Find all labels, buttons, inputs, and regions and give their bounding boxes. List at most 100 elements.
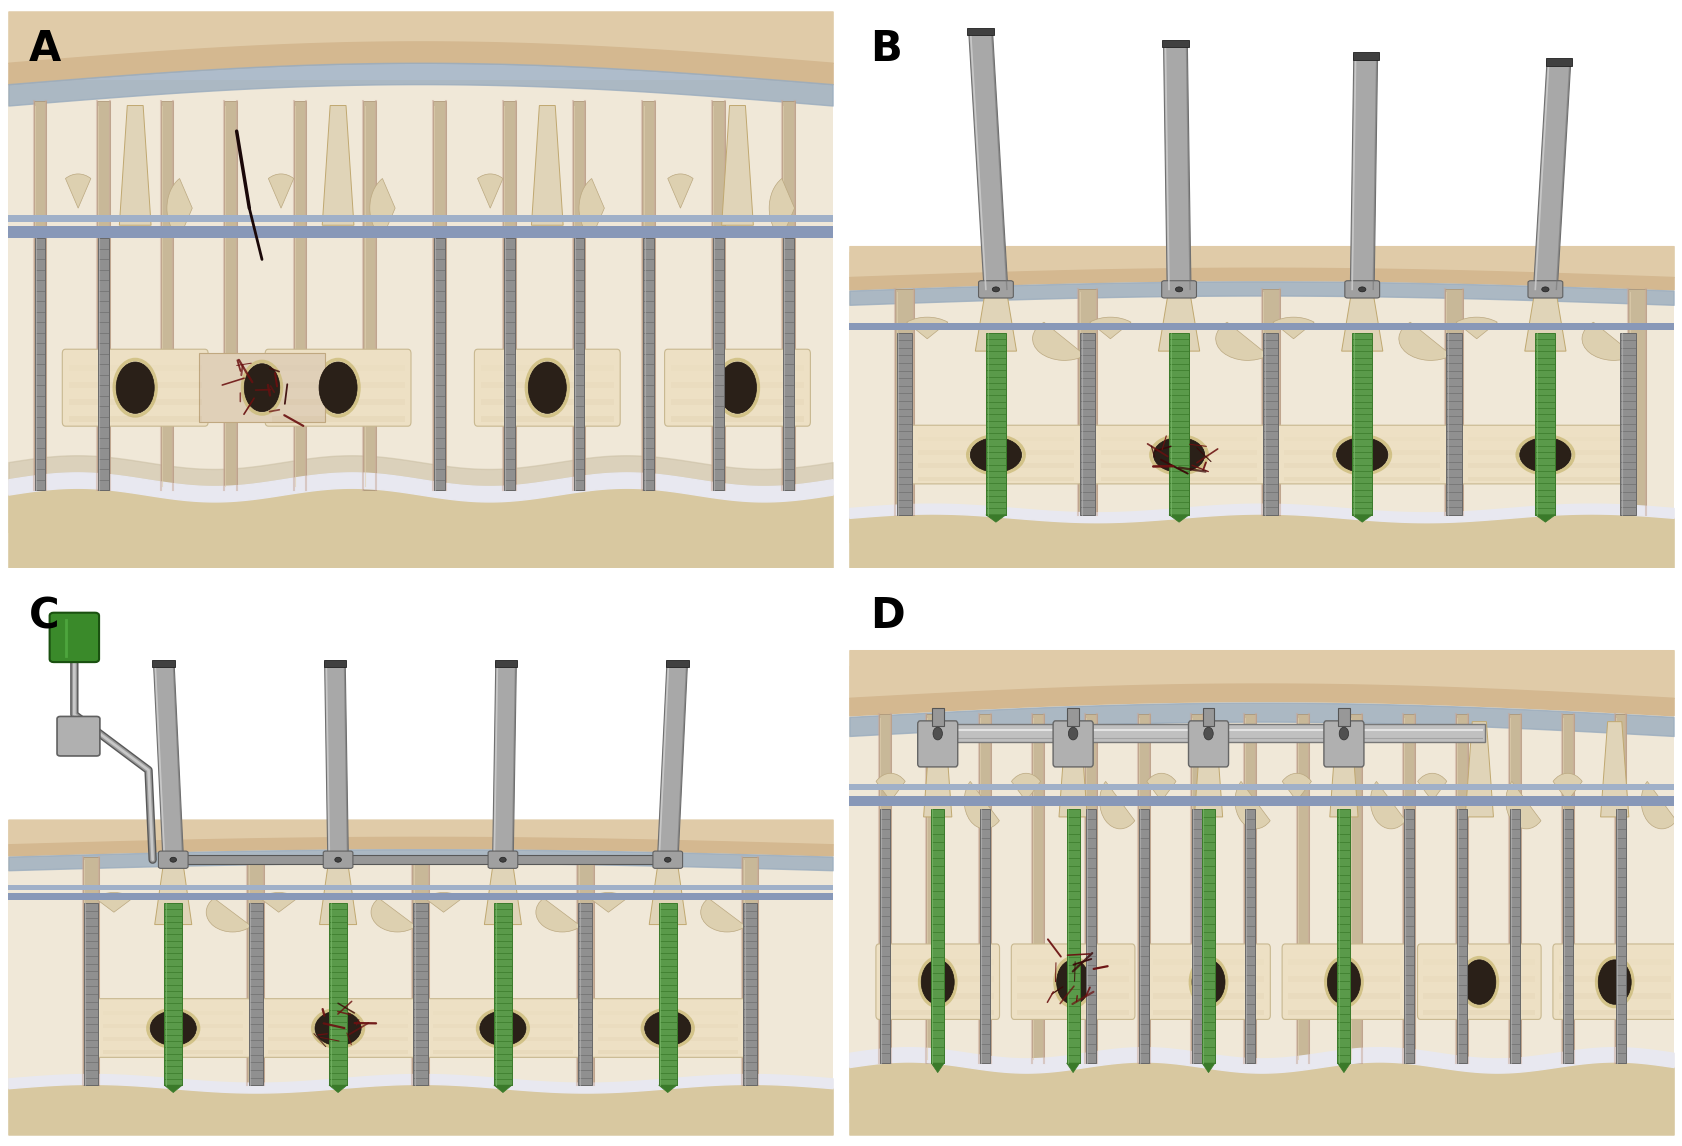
Bar — [8, 885, 833, 890]
Bar — [1288, 994, 1399, 998]
FancyBboxPatch shape — [266, 350, 410, 426]
Polygon shape — [1194, 722, 1223, 817]
Polygon shape — [1536, 515, 1556, 523]
Polygon shape — [198, 353, 325, 422]
Wedge shape — [907, 317, 949, 339]
Bar — [1620, 332, 1635, 515]
Bar — [84, 903, 98, 1085]
Bar — [69, 416, 202, 422]
Bar — [267, 1011, 409, 1015]
Circle shape — [718, 362, 757, 414]
FancyBboxPatch shape — [57, 716, 99, 756]
Bar — [1263, 332, 1278, 515]
Bar — [1337, 708, 1349, 725]
Polygon shape — [165, 1085, 182, 1092]
Polygon shape — [1164, 42, 1191, 289]
Bar — [918, 450, 1073, 455]
Wedge shape — [668, 174, 693, 209]
Bar — [979, 714, 991, 1063]
Bar — [671, 366, 804, 370]
Bar — [103, 1037, 244, 1041]
Bar — [711, 101, 725, 490]
Wedge shape — [1235, 782, 1270, 829]
Bar — [659, 857, 676, 1085]
Bar — [1139, 809, 1149, 1063]
Wedge shape — [769, 179, 794, 237]
Circle shape — [170, 857, 177, 862]
Bar — [330, 857, 346, 1085]
Wedge shape — [701, 898, 745, 932]
Bar — [1559, 1010, 1670, 1015]
Bar — [69, 366, 202, 370]
Bar — [1455, 714, 1467, 1063]
Wedge shape — [1642, 782, 1677, 829]
Bar — [572, 101, 585, 490]
Circle shape — [320, 362, 357, 414]
Bar — [1285, 463, 1440, 468]
FancyBboxPatch shape — [653, 851, 683, 869]
Wedge shape — [1371, 782, 1406, 829]
Bar — [1018, 1010, 1129, 1015]
Bar — [1445, 289, 1463, 515]
Circle shape — [335, 857, 341, 862]
FancyBboxPatch shape — [94, 998, 252, 1058]
FancyBboxPatch shape — [259, 998, 417, 1058]
Bar — [932, 809, 944, 1063]
Bar — [249, 903, 262, 1085]
Wedge shape — [1147, 774, 1176, 801]
Bar — [1423, 942, 1536, 948]
Bar — [577, 857, 594, 1085]
Bar — [1510, 809, 1519, 1063]
FancyBboxPatch shape — [424, 998, 582, 1058]
Wedge shape — [370, 179, 395, 237]
Polygon shape — [1203, 1063, 1214, 1073]
Wedge shape — [1100, 782, 1135, 829]
Wedge shape — [372, 898, 415, 932]
Wedge shape — [1583, 322, 1635, 360]
Bar — [597, 1011, 738, 1015]
Polygon shape — [1060, 722, 1087, 817]
Circle shape — [1463, 960, 1495, 1004]
Bar — [1102, 450, 1256, 455]
Bar — [1080, 332, 1095, 515]
Bar — [432, 1037, 574, 1041]
FancyBboxPatch shape — [1092, 425, 1267, 484]
Circle shape — [479, 1011, 526, 1045]
Bar — [895, 289, 913, 515]
Wedge shape — [426, 893, 463, 912]
Wedge shape — [1552, 774, 1583, 801]
Wedge shape — [579, 179, 604, 237]
FancyBboxPatch shape — [1189, 721, 1228, 767]
Bar — [881, 994, 994, 998]
Bar — [1297, 714, 1309, 1063]
Bar — [918, 438, 1073, 441]
FancyBboxPatch shape — [1458, 425, 1632, 484]
Bar — [165, 903, 182, 1085]
Bar — [267, 997, 409, 1002]
Polygon shape — [1352, 515, 1373, 523]
Bar — [1162, 40, 1189, 47]
Circle shape — [1154, 438, 1204, 472]
Bar — [432, 1050, 574, 1054]
Wedge shape — [537, 898, 580, 932]
FancyBboxPatch shape — [50, 613, 99, 662]
Circle shape — [1359, 286, 1366, 292]
Wedge shape — [478, 174, 503, 209]
Bar — [1191, 714, 1203, 1063]
Circle shape — [116, 362, 155, 414]
Bar — [170, 855, 671, 864]
Bar — [1288, 959, 1399, 965]
Bar — [597, 1023, 738, 1028]
Wedge shape — [590, 893, 627, 912]
Bar — [1262, 289, 1280, 515]
Bar — [503, 101, 516, 490]
Wedge shape — [167, 179, 192, 237]
Bar — [363, 101, 377, 490]
Polygon shape — [1337, 1063, 1351, 1073]
Bar — [967, 28, 994, 34]
Bar — [103, 997, 244, 1002]
Bar — [1066, 809, 1080, 1063]
Bar — [666, 660, 688, 667]
Bar — [743, 903, 757, 1085]
Bar — [987, 289, 1006, 515]
